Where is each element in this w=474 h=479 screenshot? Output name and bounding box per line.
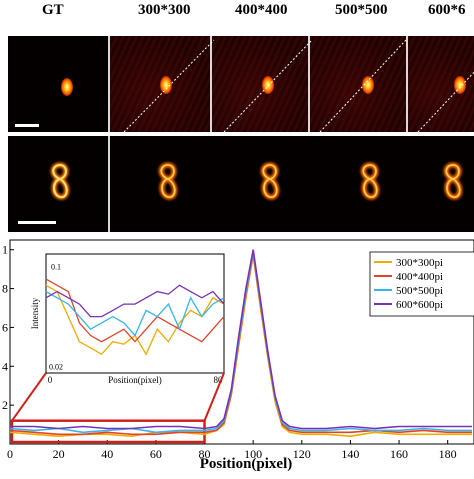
tile-500-point	[310, 36, 406, 132]
x-tick-label: 180	[439, 447, 457, 461]
spot-gt	[61, 78, 73, 96]
legend-label: 300*300pi	[396, 257, 443, 269]
x-tick-label: 40	[101, 447, 113, 461]
inset-x-axis-label: Position(pixel)	[108, 375, 162, 385]
inset-y-tick-label: 0.1	[51, 263, 61, 272]
spot-400	[262, 76, 274, 94]
diag-500	[319, 39, 407, 132]
scale-bar-top	[15, 124, 39, 127]
y-tick-label: 2	[2, 398, 8, 412]
dashed-diagonals	[123, 39, 474, 132]
x-tick-label: 20	[53, 447, 65, 461]
figure8-gt	[50, 162, 70, 200]
tile-400-point	[212, 36, 308, 132]
figure8-500	[360, 162, 380, 200]
divider	[108, 36, 110, 132]
chart-svg: 0 20 40 60 80 100 120 140 160 180 2 4 6 8 1 Position(pi…	[2, 239, 474, 472]
figure8-400	[260, 162, 280, 200]
plot-frame	[9, 239, 474, 445]
diag-600	[417, 71, 474, 132]
y-tick-label: 6	[2, 320, 8, 334]
legend-label: 400*400pi	[396, 271, 443, 283]
legend-label: 600*600pi	[396, 299, 443, 311]
divider	[308, 36, 310, 132]
y-tick-label: 4	[2, 359, 8, 373]
x-tick-label: 0	[7, 447, 13, 461]
tile-300-point	[110, 36, 210, 132]
inset-y-tick-label: 0.02	[49, 363, 63, 372]
y-tick-label: 1	[2, 243, 8, 257]
image-strip-point	[8, 36, 474, 132]
tile-gt-point	[8, 36, 108, 132]
figure8-600	[443, 162, 463, 200]
image-strip-object	[8, 136, 474, 232]
x-tick-label: 120	[293, 447, 311, 461]
x-tick-label: 60	[150, 447, 162, 461]
inset-connector-left	[11, 372, 47, 422]
diag-300	[123, 39, 215, 132]
diag-400	[223, 39, 313, 132]
header-600: 600*6	[428, 2, 466, 18]
x-tick-label: 160	[390, 447, 408, 461]
header-400: 400*400	[235, 2, 288, 18]
divider	[210, 36, 212, 132]
spot-300	[160, 76, 172, 94]
divider	[406, 36, 408, 132]
inset-connector-right	[203, 372, 225, 422]
inset-x-tick-label: 0	[48, 375, 53, 385]
object-reconstructions	[18, 136, 463, 232]
inset-series-line	[45, 291, 225, 337]
inset-y-axis-label: Intensity	[30, 297, 40, 329]
spot-500	[362, 76, 374, 94]
header-gt: GT	[42, 2, 64, 18]
header-500: 500*500	[335, 2, 388, 18]
tile-gt-object	[8, 136, 474, 232]
chart: 0 20 40 60 80 100 120 140 160 180 2 4 6 8 1 Position(pi…	[0, 236, 474, 474]
spot-600	[454, 76, 466, 94]
inset-x-tick-label: 80	[214, 375, 224, 385]
x-tick-label: 80	[199, 447, 211, 461]
x-tick-label: 100	[244, 447, 262, 461]
inset-series-line	[45, 284, 225, 318]
series-line	[10, 249, 472, 430]
scale-bar-bottom	[18, 221, 56, 224]
legend-label: 500*500pi	[396, 285, 443, 297]
figure8-300	[158, 162, 178, 200]
x-axis-label: Position(pixel)	[200, 456, 293, 472]
header-300: 300*300	[138, 2, 191, 18]
x-tick-label: 140	[341, 447, 359, 461]
y-tick-label: 8	[2, 282, 8, 296]
